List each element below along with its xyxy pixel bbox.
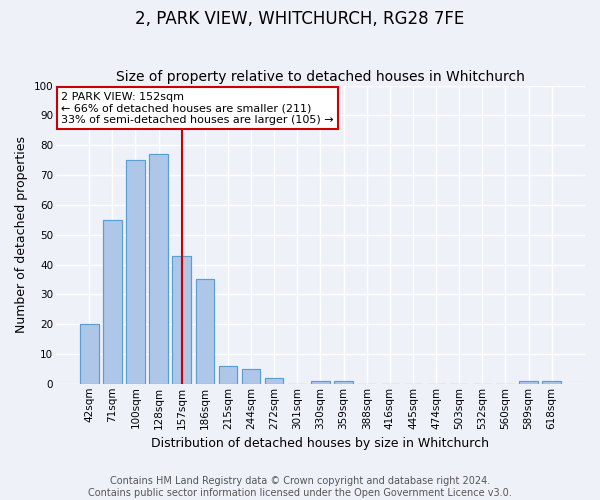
Text: 2, PARK VIEW, WHITCHURCH, RG28 7FE: 2, PARK VIEW, WHITCHURCH, RG28 7FE: [136, 10, 464, 28]
Bar: [219, 366, 237, 384]
Bar: [542, 381, 561, 384]
Bar: [126, 160, 145, 384]
Bar: [334, 381, 353, 384]
Y-axis label: Number of detached properties: Number of detached properties: [15, 136, 28, 333]
Bar: [149, 154, 168, 384]
Bar: [80, 324, 98, 384]
Bar: [103, 220, 122, 384]
Bar: [265, 378, 283, 384]
Bar: [172, 256, 191, 384]
Bar: [334, 381, 353, 384]
Bar: [103, 220, 122, 384]
Bar: [149, 154, 168, 384]
X-axis label: Distribution of detached houses by size in Whitchurch: Distribution of detached houses by size …: [151, 437, 490, 450]
Bar: [242, 369, 260, 384]
Bar: [311, 381, 330, 384]
Text: Contains HM Land Registry data © Crown copyright and database right 2024.
Contai: Contains HM Land Registry data © Crown c…: [88, 476, 512, 498]
Bar: [219, 366, 237, 384]
Bar: [126, 160, 145, 384]
Bar: [520, 381, 538, 384]
Text: 2 PARK VIEW: 152sqm
← 66% of detached houses are smaller (211)
33% of semi-detac: 2 PARK VIEW: 152sqm ← 66% of detached ho…: [61, 92, 334, 125]
Bar: [196, 280, 214, 384]
Bar: [196, 280, 214, 384]
Bar: [242, 369, 260, 384]
Bar: [520, 381, 538, 384]
Bar: [542, 381, 561, 384]
Bar: [172, 256, 191, 384]
Bar: [311, 381, 330, 384]
Title: Size of property relative to detached houses in Whitchurch: Size of property relative to detached ho…: [116, 70, 525, 85]
Bar: [265, 378, 283, 384]
Bar: [80, 324, 98, 384]
